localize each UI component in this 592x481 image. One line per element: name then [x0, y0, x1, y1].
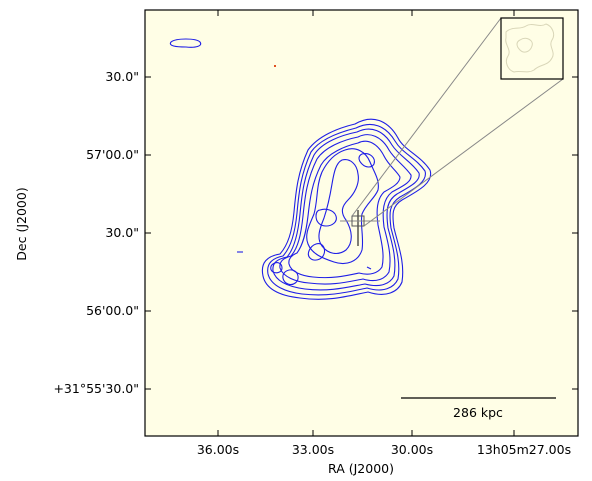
x-tick-label: 30.00s [391, 442, 433, 457]
inset-connector-lower [363, 78, 564, 227]
contour-level-4 [279, 134, 412, 285]
inset-contour-2 [516, 37, 533, 53]
y-tick-label: 30.0" [105, 69, 139, 84]
x-axis-label: RA (J2000) [328, 461, 394, 476]
x-tick-label: 13h05m27.00s [477, 442, 571, 457]
axes-frame [144, 9, 579, 437]
y-tick-label: +31°55'30.0" [53, 381, 139, 396]
core-marker [340, 210, 380, 246]
y-tick-label: 30.0" [105, 225, 139, 240]
y-axis-label: Dec (J2000) [14, 187, 29, 260]
core-zoom-box [351, 215, 365, 227]
contour-inner-4 [307, 243, 326, 261]
contour-inner-5 [358, 153, 375, 168]
inset-connector-upper [351, 17, 502, 217]
y-axis-ticks: 30.0" 57'00.0" 30.0" 56'00.0" +31°55'30.0" [53, 69, 578, 396]
y-tick-label: 56'00.0" [86, 303, 139, 318]
contour-knot-3 [366, 266, 372, 270]
radio-contours [169, 38, 432, 300]
contour-knot-1 [282, 269, 299, 286]
inset-frame [500, 17, 564, 80]
x-axis-ticks: 36.00s 33.00s 30.00s 13h05m27.00s [197, 10, 571, 457]
contour-inner-2 [318, 159, 359, 255]
x-tick-label: 33.00s [292, 442, 334, 457]
zoom-inset [500, 17, 564, 80]
contour-knot-2 [270, 262, 283, 274]
red-spot [274, 65, 276, 67]
contour-isolated-blob [169, 38, 202, 48]
scale-bar: 286 kpc [401, 397, 556, 420]
x-tick-label: 36.00s [197, 442, 239, 457]
contour-level-1 [261, 118, 432, 300]
contour-level-5 [288, 140, 401, 279]
y-tick-label: 57'00.0" [86, 147, 139, 162]
scale-bar-label: 286 kpc [453, 405, 503, 420]
contour-level-3 [272, 128, 420, 291]
contour-inner-1 [306, 148, 379, 265]
contour-level-2 [267, 123, 426, 296]
inset-connector-lines [351, 17, 564, 227]
contour-inner-3 [315, 208, 337, 227]
inset-contour-1 [505, 23, 555, 73]
